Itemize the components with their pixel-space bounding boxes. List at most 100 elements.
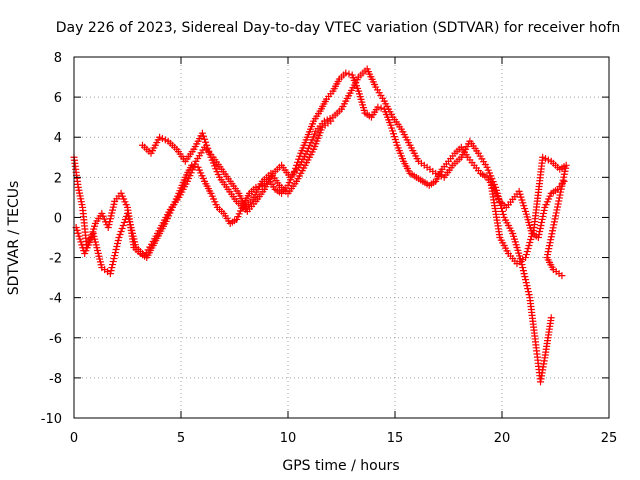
data-point (562, 164, 570, 172)
data-point (555, 197, 563, 205)
data-point (556, 191, 564, 199)
data-point (545, 245, 553, 253)
x-axis-label: GPS time / hours (282, 458, 399, 474)
data-point (529, 226, 537, 234)
data-point (523, 248, 531, 256)
data-point (536, 227, 544, 235)
data-point (549, 224, 557, 232)
data-point (559, 176, 567, 184)
data-point (558, 182, 566, 190)
data-point (552, 212, 560, 220)
plot-frame (73, 56, 610, 419)
data-point (114, 237, 122, 245)
data-point (523, 282, 531, 290)
data-point (551, 215, 559, 223)
y-tick-label: 2 (54, 171, 62, 186)
data-point (497, 201, 505, 209)
data-point (111, 249, 119, 257)
series-track-c (138, 117, 335, 213)
data-point (534, 234, 542, 241)
data-point (522, 279, 530, 287)
data-point (554, 203, 562, 211)
data-point (519, 267, 527, 275)
data-point (205, 147, 213, 155)
y-tick-label: 0 (54, 211, 62, 226)
y-tick-label: -6 (49, 332, 62, 347)
data-point (327, 117, 335, 125)
data-point (549, 227, 557, 235)
x-tick-label: 25 (601, 431, 618, 446)
data-point (109, 258, 117, 266)
data-point (110, 255, 118, 263)
data-point (374, 103, 382, 111)
data-point (528, 232, 536, 240)
y-tick-label: -4 (49, 292, 62, 307)
data-point (113, 243, 121, 251)
data-point (201, 135, 209, 143)
data-point (540, 206, 548, 214)
data-point (537, 221, 545, 229)
data-point (198, 129, 206, 137)
data-point (115, 234, 123, 241)
data-point (550, 221, 558, 229)
data-point (498, 204, 506, 212)
data-point (536, 224, 544, 232)
data-point (560, 173, 568, 181)
data-point (202, 138, 210, 146)
data-point (106, 270, 114, 278)
data-point (525, 291, 533, 299)
axis-ticks (73, 56, 610, 419)
data-point (492, 183, 500, 191)
data-point (555, 194, 563, 202)
y-tick-label: -8 (49, 372, 62, 387)
data-point (550, 218, 558, 226)
data-point (547, 236, 555, 244)
series-track-d (487, 153, 570, 280)
x-tick-label: 20 (494, 431, 511, 446)
data-point (112, 246, 120, 254)
data-point (345, 70, 353, 78)
data-point (206, 150, 214, 158)
data-point (520, 270, 528, 278)
data-point (109, 261, 117, 269)
data-point (499, 210, 507, 218)
data-point (557, 185, 565, 193)
data-point (548, 230, 556, 238)
y-tick-label: -10 (41, 412, 62, 427)
x-tick-label: 10 (280, 431, 297, 446)
data-point (540, 209, 548, 217)
y-axis-label: SDTVAR / TECUs (6, 181, 22, 296)
data-point (114, 240, 122, 248)
data-point (199, 132, 207, 140)
data-point (528, 229, 536, 237)
data-point (553, 206, 561, 214)
data-point (560, 170, 568, 178)
data-point (524, 245, 532, 253)
data-point (539, 212, 547, 220)
data-point (111, 252, 119, 260)
data-point (547, 314, 555, 322)
data-point (519, 264, 527, 272)
data-point (204, 144, 212, 152)
data-point (538, 215, 546, 223)
data-point (538, 218, 546, 226)
data-point (558, 179, 566, 187)
x-tick-label: 15 (387, 431, 404, 446)
data-point (342, 69, 350, 77)
data-point (546, 239, 554, 247)
data-point (493, 189, 501, 197)
y-tick-label: -2 (49, 252, 62, 267)
x-tick-label: 0 (70, 431, 78, 446)
y-tick-label: 6 (54, 91, 62, 106)
chart-title: Day 226 of 2023, Sidereal Day-to-day VTE… (56, 20, 620, 36)
y-tick-label: 8 (54, 51, 62, 66)
data-point (545, 242, 553, 250)
x-tick-label: 5 (177, 431, 185, 446)
data-point (117, 227, 125, 235)
data-point (527, 236, 535, 244)
data-point (108, 264, 116, 272)
data-point (554, 200, 562, 208)
x-tick-labels: 0 5 10 15 20 25 (70, 431, 617, 446)
series-track-b (72, 65, 555, 386)
